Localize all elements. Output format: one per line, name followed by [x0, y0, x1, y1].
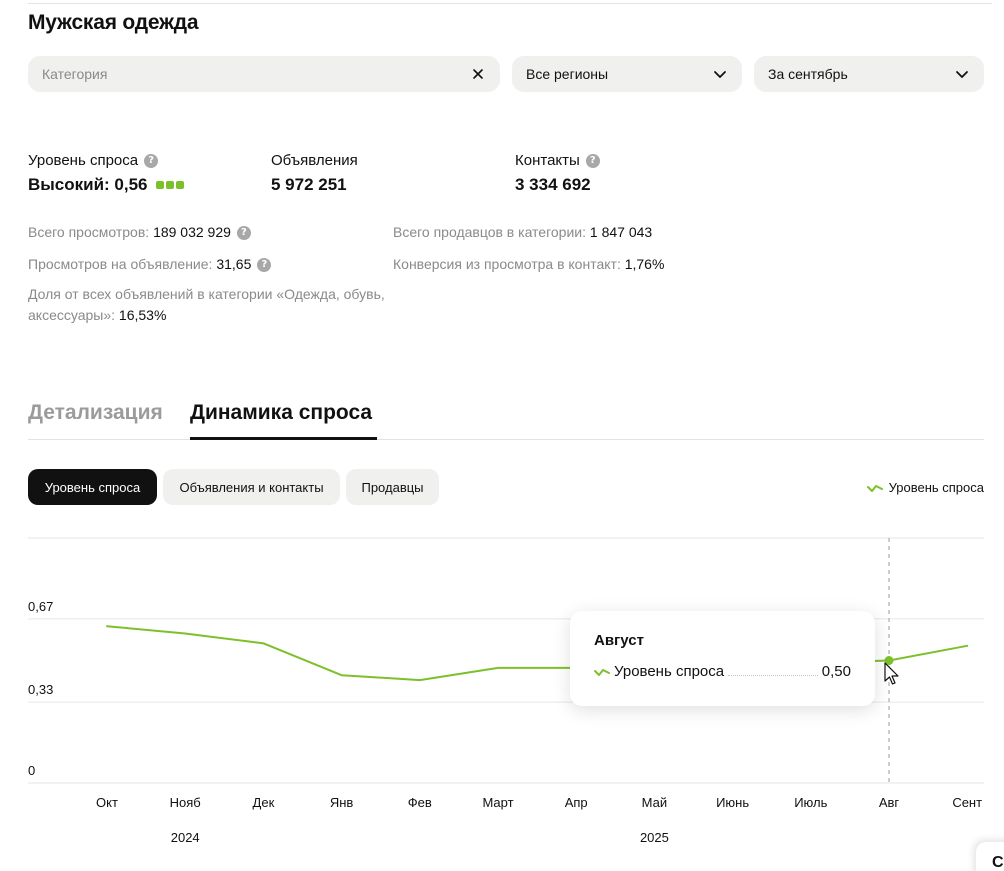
legend-label: Уровень спроса [888, 480, 984, 495]
region-select-value: Все регионы [526, 66, 609, 82]
tab-details[interactable]: Детализация [28, 401, 163, 424]
conversion-value: 1,76% [624, 256, 665, 272]
demand-label: Уровень спроса [28, 152, 139, 169]
x-tick-label: Март [482, 795, 513, 810]
clear-icon[interactable] [470, 66, 486, 82]
x-tick-label: Окт [96, 795, 118, 810]
y-tick-label: 1 [28, 530, 35, 533]
tooltip-row: Уровень спроса 0,50 [594, 663, 851, 680]
category-filter[interactable]: Категория [28, 56, 500, 92]
category-input[interactable]: Категория [42, 66, 108, 82]
contacts-label: Контакты [515, 152, 580, 169]
chevron-down-icon [954, 66, 970, 82]
chart-tab-ads-contacts[interactable]: Объявления и контакты [163, 469, 340, 505]
page-title: Мужская одежда [28, 11, 199, 34]
help-icon[interactable]: ? [236, 225, 251, 240]
x-tick-label: Фев [408, 795, 432, 810]
y-tick-label: 0 [28, 763, 35, 778]
demand-line-chart: 1 0,67 0,33 0 Окт Нояб Дек Янв Фев Март Апр Май Июнь… [28, 530, 984, 845]
sellers-label: Всего продавцов в категории: [393, 224, 586, 240]
x-tick-label: Май [642, 795, 667, 810]
region-select[interactable]: Все регионы [512, 56, 742, 92]
year-label: 2025 [640, 830, 669, 845]
year-label: 2024 [171, 830, 200, 845]
x-tick-label: Нояб [170, 795, 201, 810]
demand-level-indicator [155, 181, 184, 189]
chart-legend: Уровень спроса [866, 480, 984, 495]
category-share-value: 16,53% [118, 307, 167, 323]
conversion-label: Конверсия из просмотра в контакт: [393, 256, 621, 272]
sellers-metric: Всего продавцов в категории: 1 847 043 [393, 222, 652, 243]
conversion-metric: Конверсия из просмотра в контакт: 1,76% [393, 254, 664, 275]
total-views-label: Всего просмотров: [28, 224, 150, 240]
category-share-label: Доля от всех объявлений в категории «Оде… [28, 286, 385, 323]
x-tick-label: Авг [879, 795, 900, 810]
views-per-ad-label: Просмотров на объявление: [28, 256, 213, 272]
y-tick-label: 0,67 [28, 599, 53, 614]
contacts-value: 3 334 692 [515, 175, 591, 194]
highlight-point [884, 656, 894, 665]
help-icon[interactable]: ? [144, 153, 159, 168]
views-per-ad-metric: Просмотров на объявление: 31,65 ? [28, 254, 272, 275]
tab-demand-dynamics[interactable]: Динамика спроса [190, 401, 373, 424]
total-views-value: 189 032 929 [153, 224, 231, 240]
y-tick-label: 0,33 [28, 682, 53, 697]
chart-tab-demand[interactable]: Уровень спроса [28, 469, 157, 505]
contacts-stat: Контакты ? 3 334 692 [515, 152, 600, 195]
tooltip-series-label: Уровень спроса [614, 663, 725, 680]
views-per-ad-value: 31,65 [216, 256, 252, 272]
sellers-value: 1 847 043 [589, 224, 653, 240]
demand-stat: Уровень спроса ? Высокий: 0,56 [28, 152, 184, 195]
ads-value: 5 972 251 [271, 175, 347, 194]
period-select[interactable]: За сентябрь [754, 56, 984, 92]
x-tick-label: Янв [330, 795, 354, 810]
top-divider [28, 3, 992, 4]
ads-stat: Объявления 5 972 251 [271, 152, 358, 195]
mouse-cursor-icon [884, 662, 899, 685]
active-tab-indicator [190, 437, 377, 440]
x-tick-label: Сент [952, 795, 982, 810]
x-tick-label: Июнь [716, 795, 749, 810]
tooltip-value: 0,50 [821, 663, 851, 680]
category-share-metric: Доля от всех объявлений в категории «Оде… [28, 284, 388, 326]
chevron-down-icon [712, 66, 728, 82]
legend-line-icon [866, 484, 883, 492]
period-select-value: За сентябрь [768, 66, 848, 82]
ads-label: Объявления [271, 152, 358, 169]
help-icon[interactable]: ? [257, 257, 272, 272]
x-tick-label: Апр [565, 795, 588, 810]
corner-widget-button[interactable]: С [976, 842, 1004, 871]
total-views-metric: Всего просмотров: 189 032 929 ? [28, 222, 251, 243]
tooltip-month: Август [594, 632, 644, 649]
tabs-divider [28, 439, 984, 440]
chart-tab-sellers[interactable]: Продавцы [346, 469, 439, 505]
demand-value: Высокий: 0,56 [28, 175, 148, 194]
tooltip-leader-line [728, 675, 818, 676]
x-tick-label: Июль [794, 795, 827, 810]
x-tick-label: Дек [253, 795, 275, 810]
chart-tooltip: Август Уровень спроса 0,50 [570, 611, 875, 706]
help-icon[interactable]: ? [585, 153, 600, 168]
tooltip-series-icon [594, 668, 610, 676]
